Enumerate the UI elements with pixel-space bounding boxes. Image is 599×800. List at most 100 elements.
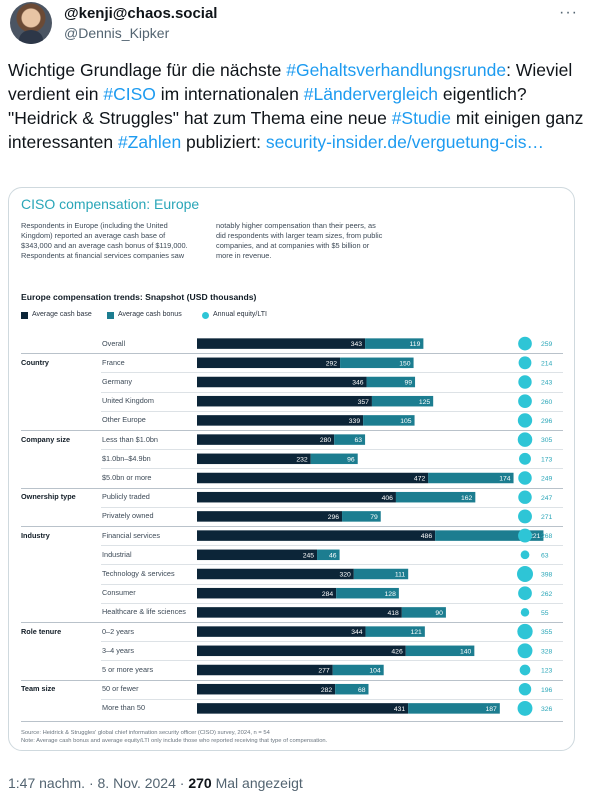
bar-base [197,511,343,522]
row-label: 50 or fewer [102,684,139,694]
equity-label: 326 [541,706,553,713]
hashtag-link[interactable]: #Ländervergleich [303,84,439,104]
hashtag-link[interactable]: #Studie [391,108,452,128]
bar-bonus-label: 119 [410,341,421,348]
row-divider [101,641,563,643]
bar-base-label: 344 [351,629,363,636]
bar-bonus [366,376,416,388]
bar-base-label: 418 [387,610,399,617]
view-count-label: Mal angezeigt [215,775,303,791]
equity-dot [518,336,532,351]
equity-label: 259 [541,341,553,348]
equity-label: 268 [541,533,553,540]
row-divider [101,410,563,412]
equity-dot [520,608,530,617]
equity-label: 55 [541,610,549,617]
group-label: Company size [21,434,71,444]
equity-dot [518,356,532,370]
group-label: Team size [21,684,56,694]
row-divider [101,468,563,470]
row-label: $1.0bn–$4.9bn [102,453,151,463]
equity-dot [520,550,530,560]
chart-bottom-rule [21,721,563,722]
hashtag-link[interactable]: #CISO [103,84,156,104]
avatar[interactable] [10,2,52,44]
bar-base-label: 431 [394,706,406,713]
tweet-text-segment: im internationalen [155,84,304,104]
equity-dot [517,700,533,716]
bar-bonus [401,607,446,618]
bar-bonus [363,415,415,426]
tweet-date[interactable]: 8. Nov. 2024 [97,775,176,791]
row-label: France [102,357,125,367]
hashtag-link[interactable]: #Gehaltsverhandlungsrunde [286,60,507,80]
group-divider [21,353,563,355]
bar-base [197,645,406,657]
bar-bonus-label: 111 [395,572,406,579]
equity-label: 355 [541,629,553,636]
attached-image-card[interactable]: CISO compensation: Europe Respondents in… [8,187,575,751]
row-label: More than 50 [102,703,145,713]
bar-bonus-label: 46 [329,552,337,559]
bar-base-label: 277 [318,668,330,675]
group-divider [21,622,563,623]
tweet-text-segment: : Wieviel verdient ein [8,60,573,104]
bar-base-label: 346 [352,380,364,387]
bar-bonus [405,645,475,657]
equity-label: 296 [541,418,553,425]
bar-bonus-label: 68 [358,687,366,694]
row-divider [101,506,563,508]
legend-swatch-bonus [107,312,114,319]
bar-base [197,434,335,445]
chart-svg: 343 119 259 292 150 214 346 99 243 357 125 260 339 10… [197,336,553,716]
row-label: Technology & services [102,569,175,578]
bar-base [197,549,318,561]
equity-dot [518,375,532,389]
bar-bonus-label: 128 [385,591,397,598]
equity-dot [517,432,533,447]
more-options-icon[interactable]: ··· [559,4,578,21]
equity-label: 249 [541,476,553,483]
bar-base-label: 357 [358,399,370,406]
bar-base-label: 406 [382,495,394,502]
equity-label: 63 [541,552,549,559]
bar-base-label: 486 [421,533,433,540]
legend-swatch-base [21,312,28,319]
bar-bonus-label: 125 [419,399,431,406]
row-label: 3–4 years [102,645,135,655]
bar-bonus [408,703,500,714]
equity-dot [518,394,532,409]
bar-bonus [395,491,476,503]
hashtag-link[interactable]: #Zahlen [117,132,182,152]
user-handle[interactable]: @Dennis_Kipker [64,25,170,41]
tweet-meta: 1:47 nachm. · 8. Nov. 2024 · 270 Mal ang… [8,775,303,791]
bar-bonus-label: 90 [435,610,443,617]
chart-title: Europe compensation trends: Snapshot (US… [21,292,257,302]
equity-label: 328 [541,648,553,655]
equity-dot [517,566,533,582]
row-label: Healthcare & life sciences [102,607,186,617]
bar-base [197,376,367,388]
row-divider [101,660,563,662]
bar-base [197,357,341,369]
legend-label-bonus: Average cash bonus [118,311,182,318]
equity-label: 398 [541,572,553,579]
bar-base [197,703,409,714]
url-link[interactable]: security-insider.de/verguetung-cis… [265,132,544,152]
tweet-text-segment: eigentlich? "Heidrick & Struggles" hat z… [8,84,527,128]
bar-base-label: 232 [296,456,308,463]
equity-dot [518,509,532,524]
row-label: Less than $1.0bn [102,434,158,444]
meta-separator: · [88,775,94,791]
equity-dot [518,490,532,504]
equity-label: 271 [541,514,553,521]
bar-base [197,395,372,407]
bar-base-label: 282 [321,687,333,694]
legend-label-equity: Annual equity/LTI [213,311,267,318]
bar-bonus-label: 221 [529,533,541,540]
bar-bonus [342,511,381,522]
display-name[interactable]: @kenji@chaos.social [64,5,218,22]
tweet-time[interactable]: 1:47 nachm. [8,775,86,791]
tweet-text-segment: mit einigen ganz interessanten [8,108,584,152]
bar-base [197,587,337,599]
